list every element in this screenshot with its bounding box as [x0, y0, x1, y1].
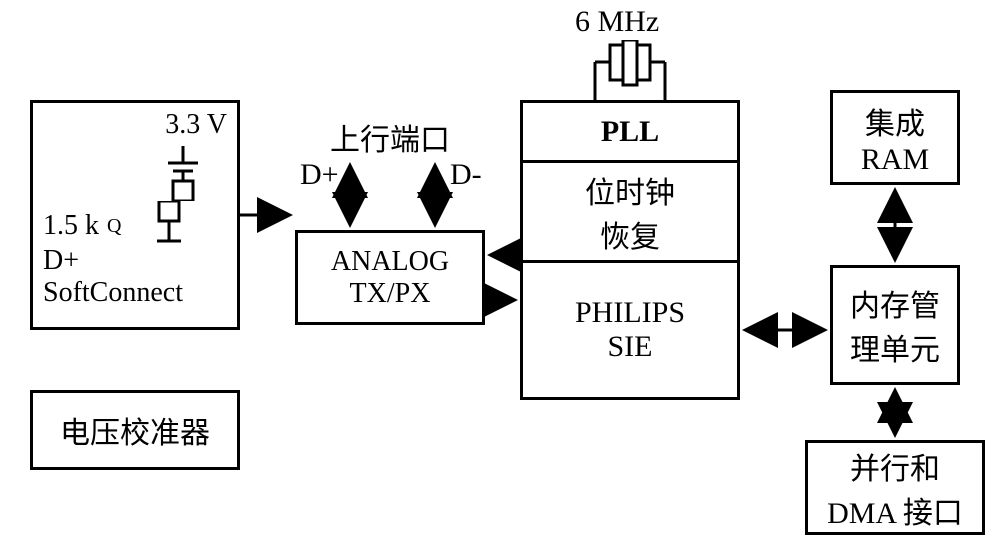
sie-line2: SIE [608, 330, 653, 364]
ram-box: 集成 RAM [830, 90, 960, 185]
bitclock-line2: 恢复 [600, 212, 660, 256]
bitclock-line1: 位时钟 [585, 168, 675, 212]
sie-line1: PHILIPS [575, 296, 685, 330]
analog-box: ANALOG TX/PX [295, 230, 485, 325]
pll-label: PLL [601, 115, 659, 149]
softconnect-bottom-symbol [149, 201, 189, 251]
dma-box: 并行和 DMA 接口 [805, 440, 985, 535]
center-stack: PLL 位时钟 恢复 PHILIPS SIE [520, 100, 740, 400]
analog-line2: TX/PX [350, 278, 431, 310]
analog-line1: ANALOG [331, 246, 449, 278]
dma-line2: DMA 接口 [827, 488, 963, 532]
ohm-mark: Q [107, 215, 121, 238]
softconnect-dplus-label: D+ [43, 245, 79, 277]
crystal-symbol [560, 40, 700, 100]
ram-line2: RAM [861, 143, 929, 177]
mmu-line2: 理单元 [850, 325, 940, 369]
softconnect-top-symbol [43, 141, 233, 201]
voltage-calibrator-label: 电压校准器 [60, 408, 210, 452]
upstream-port-label: 上行端口 [310, 115, 470, 159]
ram-line1: 集成 [865, 99, 925, 143]
crystal-freq-label: 6 MHz [575, 5, 659, 39]
softconnect-box: 3.3 V 1.5 k Q D+ SoftConnect [30, 100, 240, 330]
mmu-line1: 内存管 [850, 281, 940, 325]
mmu-box: 内存管 理单元 [830, 265, 960, 385]
voltage-calibrator-box: 电压校准器 [30, 390, 240, 470]
dma-line1: 并行和 [850, 444, 940, 488]
voltage-label: 3.3 V [43, 109, 227, 141]
softconnect-name: SoftConnect [43, 277, 227, 309]
resistor-label: 1.5 k [43, 210, 99, 242]
dminus-label: D- [450, 158, 482, 192]
diagram-stage: 3.3 V 1.5 k Q D+ SoftConnect 电压校准器 上行端口 … [0, 0, 1000, 552]
dplus-label: D+ [300, 158, 339, 192]
